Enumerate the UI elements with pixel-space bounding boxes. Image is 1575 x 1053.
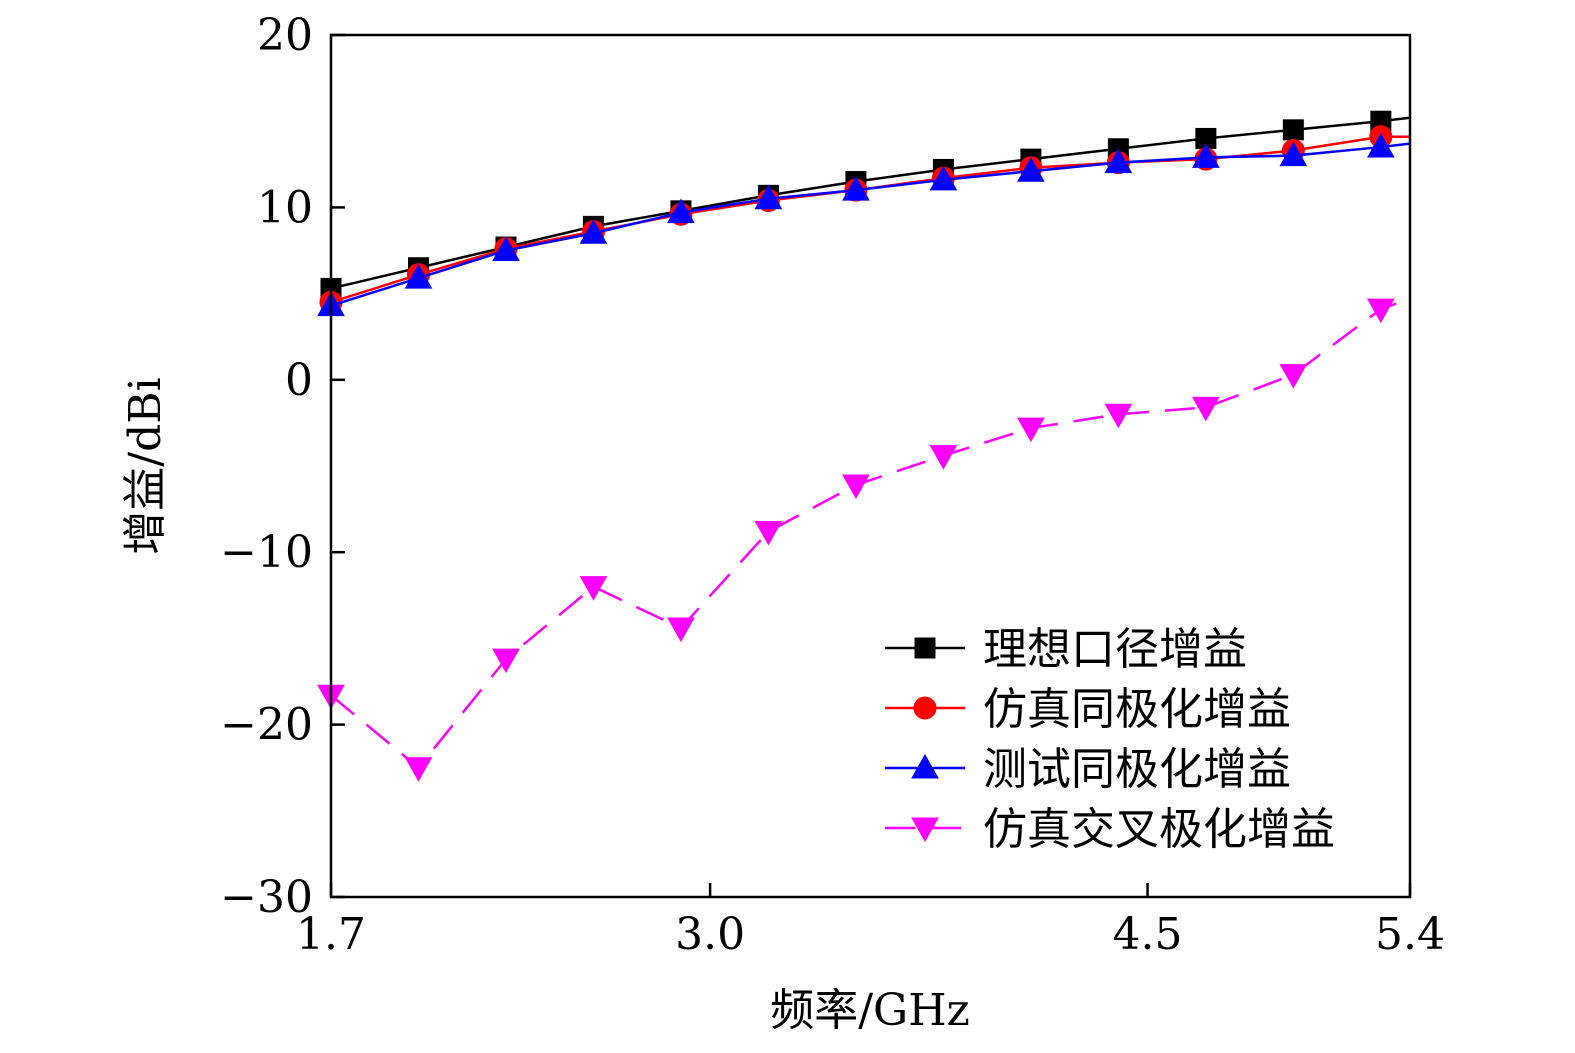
data-point bbox=[667, 198, 695, 224]
legend-entry: 测试同极化增益 bbox=[885, 744, 1291, 795]
x-tick-label: 3.0 bbox=[675, 909, 745, 960]
data-point bbox=[1366, 298, 1395, 324]
data-point bbox=[1017, 417, 1045, 443]
data-point bbox=[1282, 119, 1304, 141]
plot-frame bbox=[329, 33, 1412, 899]
data-point bbox=[842, 474, 870, 499]
data-point bbox=[404, 757, 433, 782]
legend-label: 仿真交叉极化增益 bbox=[983, 804, 1335, 855]
series-layer bbox=[317, 110, 1411, 782]
legend-entry: 仿真交叉极化增益 bbox=[885, 804, 1335, 855]
y-tick-label: −30 bbox=[220, 872, 313, 923]
y-tick-label: −10 bbox=[220, 527, 313, 578]
x-axis-title: 频率/GHz bbox=[770, 985, 970, 1036]
x-tick-label: 5.4 bbox=[1375, 909, 1445, 960]
data-point bbox=[929, 165, 958, 191]
legend-marker bbox=[914, 637, 936, 659]
legend-marker bbox=[911, 817, 939, 843]
data-point bbox=[1279, 141, 1308, 167]
legend-label: 理想口径增益 bbox=[983, 624, 1247, 675]
x-tick-label: 1.7 bbox=[296, 909, 366, 960]
data-point bbox=[1192, 143, 1220, 168]
legend-marker bbox=[913, 696, 937, 720]
legend-entry: 仿真同极化增益 bbox=[885, 684, 1291, 735]
data-point bbox=[404, 264, 433, 289]
data-point bbox=[1192, 396, 1220, 422]
data-point bbox=[754, 521, 783, 546]
legend-entry: 理想口径增益 bbox=[885, 624, 1247, 675]
data-point bbox=[667, 617, 695, 643]
data-point bbox=[754, 184, 783, 210]
data-point bbox=[1104, 403, 1133, 429]
data-point bbox=[842, 176, 870, 201]
x-tick-label: 4.5 bbox=[1113, 909, 1183, 960]
data-point bbox=[492, 648, 520, 674]
data-point bbox=[1104, 148, 1133, 174]
y-tick-label: 10 bbox=[257, 182, 313, 233]
data-point bbox=[492, 236, 520, 261]
series-2 bbox=[319, 125, 1410, 314]
y-tick-label: 20 bbox=[257, 10, 313, 61]
data-point bbox=[1017, 157, 1045, 182]
y-tick-label: 0 bbox=[285, 355, 313, 406]
series-line bbox=[330, 297, 1411, 770]
series-line bbox=[330, 142, 1411, 307]
legend-marker bbox=[911, 753, 939, 779]
legend-label: 仿真同极化增益 bbox=[983, 684, 1291, 735]
data-point bbox=[929, 445, 958, 470]
series-3 bbox=[317, 133, 1411, 317]
series-line bbox=[330, 135, 1410, 304]
tick-layer: 1.7 3.0 4.5 5.4 −30 −20 −10 0 10 20 bbox=[220, 10, 1445, 960]
y-axis-title: 增益/dBi bbox=[120, 377, 171, 554]
legend-label: 测试同极化增益 bbox=[983, 744, 1291, 795]
data-point bbox=[1366, 133, 1395, 158]
data-point bbox=[579, 219, 608, 244]
data-point bbox=[579, 576, 608, 601]
series-line bbox=[330, 116, 1411, 290]
series-1 bbox=[320, 110, 1411, 299]
data-point bbox=[1279, 364, 1308, 389]
y-tick-label: −20 bbox=[220, 700, 313, 751]
